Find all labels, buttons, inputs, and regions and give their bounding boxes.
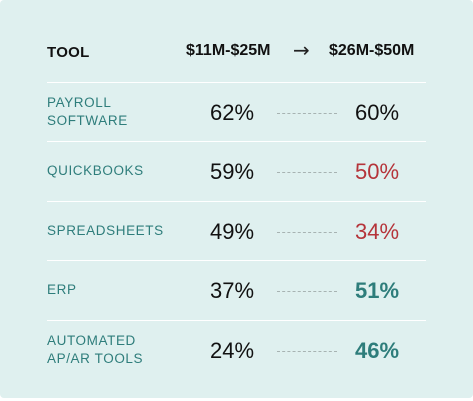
table-row: SPREADSHEETS 49% 34% xyxy=(0,202,473,261)
table-row: AUTOMATED AP/AR TOOLS 24% 46% xyxy=(0,321,473,380)
tool-label: SPREADSHEETS xyxy=(47,223,164,238)
dashed-connector xyxy=(277,232,337,233)
row-divider xyxy=(47,141,426,142)
value-11m-25m: 37% xyxy=(210,278,255,303)
row-divider xyxy=(47,320,426,321)
value-11m-25m: 62% xyxy=(210,100,255,125)
table-header: TOOL $11M-$25M → $26M-$50M xyxy=(0,0,473,82)
tool-label: ERP xyxy=(47,282,77,297)
dashed-connector xyxy=(277,291,337,292)
tool-label: AUTOMATED AP/AR TOOLS xyxy=(47,333,144,366)
row-divider xyxy=(47,201,426,202)
value-26m-50m: 46% xyxy=(355,338,400,363)
value-26m-50m: 60% xyxy=(355,100,400,125)
header-col-11m-25m: $11M-$25M xyxy=(186,42,271,59)
table-row: ERP 37% 51% xyxy=(0,261,473,320)
value-11m-25m: 24% xyxy=(210,338,255,363)
row-divider xyxy=(47,82,426,83)
dashed-connector xyxy=(277,172,337,173)
value-26m-50m: 51% xyxy=(355,278,400,303)
row-divider xyxy=(47,260,426,261)
value-11m-25m: 49% xyxy=(210,219,255,244)
table-row: PAYROLL SOFTWARE 62% 60% xyxy=(0,83,473,142)
dashed-connector xyxy=(277,113,337,114)
tool-label: PAYROLL SOFTWARE xyxy=(47,95,128,128)
value-26m-50m: 34% xyxy=(355,219,400,244)
value-11m-25m: 59% xyxy=(210,159,255,184)
header-tool: TOOL xyxy=(47,44,90,61)
tool-label: QUICKBOOKS xyxy=(47,163,144,178)
dashed-connector xyxy=(277,351,337,352)
value-26m-50m: 50% xyxy=(355,159,400,184)
table-row: QUICKBOOKS 59% 50% xyxy=(0,142,473,201)
arrow-right-icon: → xyxy=(293,38,310,62)
header-col-26m-50m: $26M-$50M xyxy=(329,42,415,59)
